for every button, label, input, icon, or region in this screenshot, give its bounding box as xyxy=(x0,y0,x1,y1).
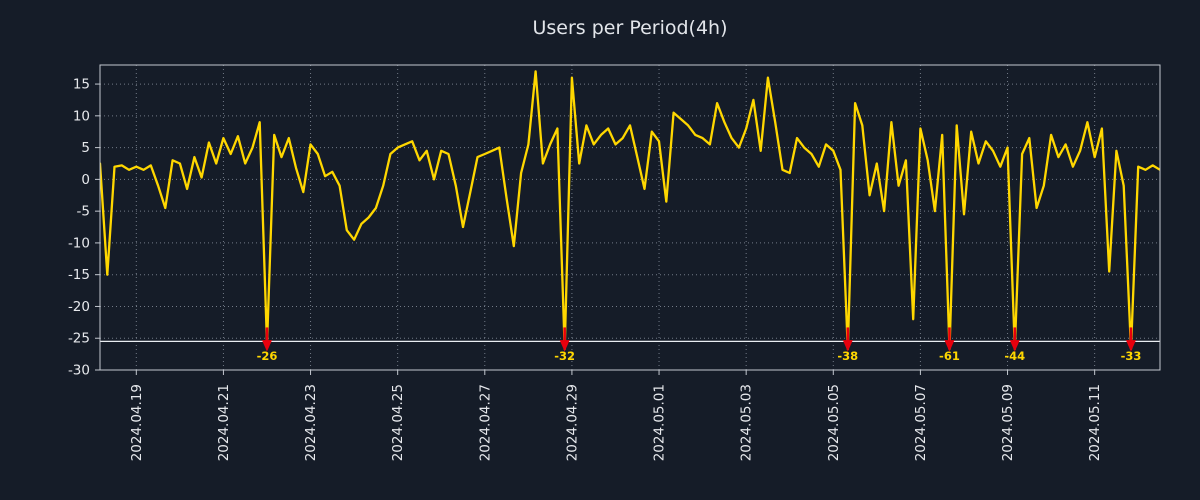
x-tick-label: 2024.05.05 xyxy=(826,384,842,461)
series-line xyxy=(100,70,1160,351)
x-tick-label: 2024.04.19 xyxy=(129,384,145,461)
x-tick-label: 2024.05.03 xyxy=(739,384,755,461)
x-tick-label: 2024.04.29 xyxy=(564,384,580,461)
alert-label: -33 xyxy=(1121,349,1142,363)
y-tick-label: -10 xyxy=(68,235,90,251)
y-tick-label: -5 xyxy=(77,204,90,220)
alert-arrow-head xyxy=(559,340,570,352)
x-tick-label: 2024.04.27 xyxy=(477,384,493,461)
plot-border xyxy=(99,64,1161,371)
y-tick-label: 5 xyxy=(81,140,90,156)
alert-label: -44 xyxy=(1004,349,1025,363)
x-tick-label: 2024.05.07 xyxy=(913,384,929,461)
x-tick-label: 2024.04.25 xyxy=(390,384,406,461)
x-tick-label: 2024.05.11 xyxy=(1087,384,1103,461)
x-tick-label: 2024.04.21 xyxy=(216,384,232,461)
y-tick-label: -25 xyxy=(68,331,90,347)
y-tick-label: -15 xyxy=(68,267,90,283)
alert-arrow-head xyxy=(1009,340,1020,352)
y-tick-label: 10 xyxy=(73,108,90,124)
y-tick-label: -30 xyxy=(68,363,90,379)
chart-title: Users per Period(4h) xyxy=(532,17,727,39)
x-tick-label: 2024.04.23 xyxy=(303,384,319,461)
y-tick-label: -20 xyxy=(68,299,90,315)
alert-label: -26 xyxy=(257,349,278,363)
y-tick-label: 15 xyxy=(73,77,90,93)
alert-label: -32 xyxy=(554,349,575,363)
y-tick-label: 0 xyxy=(81,172,90,188)
alert-label: -61 xyxy=(939,349,960,363)
alert-arrow-head xyxy=(261,340,272,352)
alert-arrow-head xyxy=(1125,340,1136,352)
x-tick-label: 2024.05.09 xyxy=(1000,384,1016,461)
alert-label: -38 xyxy=(837,349,858,363)
alert-arrow-head xyxy=(944,340,955,352)
x-tick-label: 2024.05.01 xyxy=(652,384,668,461)
alert-arrow-head xyxy=(842,340,853,352)
